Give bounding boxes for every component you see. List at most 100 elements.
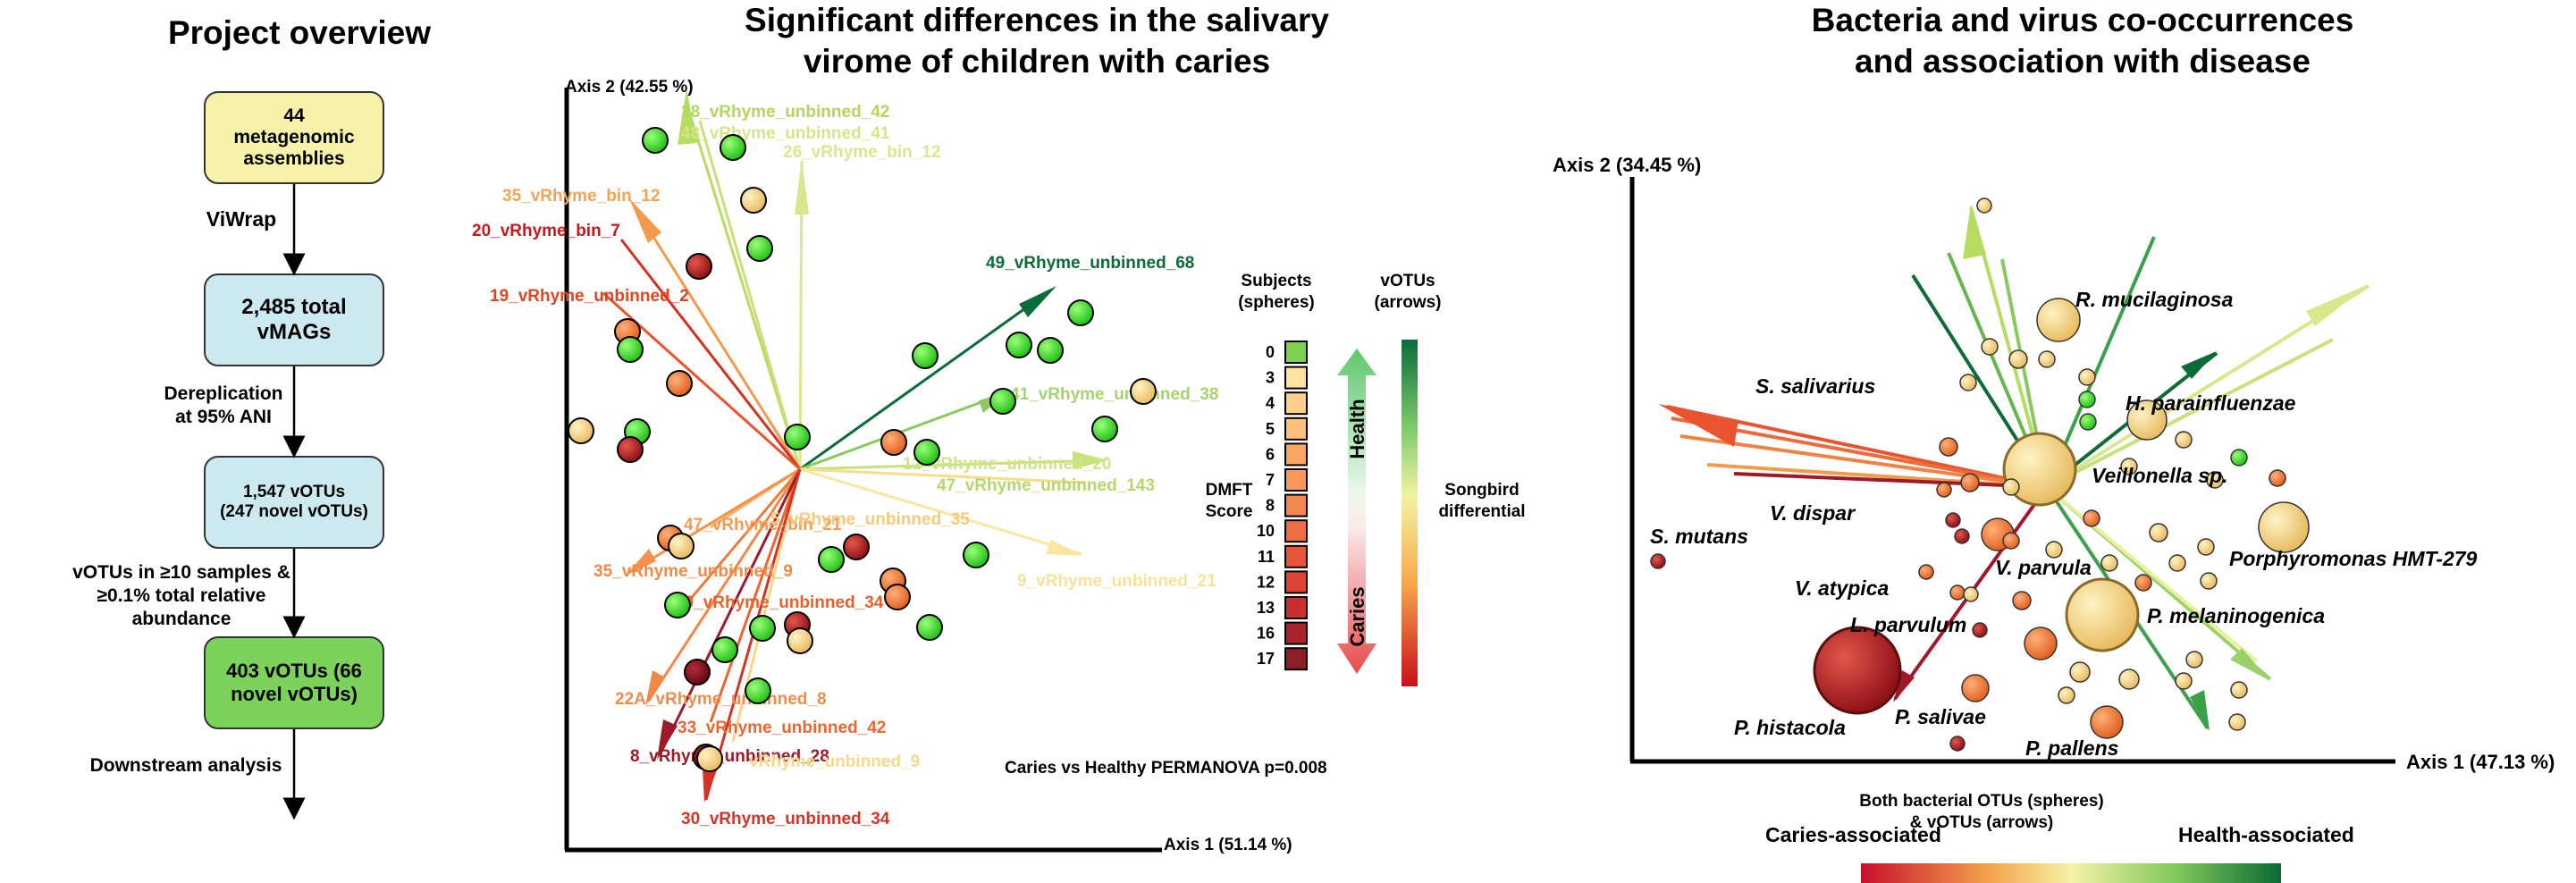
dmft-score-label: 12 (1257, 573, 1275, 591)
label-30-34: 30_vRhyme_unbinned_34 (681, 810, 890, 828)
otu-sphere (2168, 554, 2186, 572)
otu-sphere (1959, 374, 1977, 391)
subject-sphere (843, 534, 870, 560)
otu-sphere (2065, 577, 2140, 652)
subject-sphere (664, 592, 691, 618)
otu-sphere (1954, 528, 1970, 544)
species-p-melaninogenica: P. melaninogenica (2147, 604, 2325, 627)
vector-head (2181, 351, 2217, 379)
label-41-38: 41_vRhyme_unbinned_38 (1010, 385, 1218, 404)
subject-sphere (642, 127, 669, 154)
vector-22a-8 (646, 468, 802, 702)
species-r-mucilaginosa: R. mucilaginosa (2075, 288, 2234, 311)
otu-sphere (2230, 681, 2248, 699)
virome-title: Significant differences in the salivary … (679, 0, 1394, 82)
dmft-swatch (1284, 341, 1308, 364)
vector-30-34-head (703, 769, 717, 803)
vector-49-68 (799, 289, 1051, 471)
dmft-score-label: 16 (1257, 625, 1275, 643)
subject-sphere (684, 659, 711, 685)
label-48-41: 48_vRhyme_unbinned_41 (681, 124, 890, 143)
otu-sphere (1960, 473, 1980, 492)
legend-dmft-line1: DMFT (1206, 481, 1253, 500)
pca2-axis2-label: Axis 2 (34.45 %) (1553, 154, 1701, 176)
subject-sphere (989, 388, 1016, 415)
otu-sphere (1976, 198, 1992, 214)
vector-35-12-head (629, 198, 661, 243)
legend-songbird-line1: Songbird (1444, 481, 1519, 500)
health-associated-label: Health-associated (2178, 823, 2354, 846)
flow-box-votus: 1,547 vOTUs (247 novel vOTUs) (204, 456, 384, 549)
label-26-12: 26_vRhyme_bin_12 (783, 143, 940, 162)
otu-sphere (2078, 368, 2096, 386)
otu-sphere (1981, 338, 1999, 356)
otu-sphere (2069, 661, 2091, 683)
flow-step-viwrap: ViWrap (206, 207, 277, 231)
pca1-legend: Subjects (spheres) vOTUs (arrows) DMFT S… (1206, 272, 1526, 686)
species-v-parvula: V. parvula (1995, 556, 2092, 579)
pca2-axis1-label: Axis 1 (47.13 %) (2406, 751, 2555, 773)
flow-step-dereplication: Dereplication at 95% ANI (143, 383, 304, 429)
flow-box-votus-line1: 1,547 vOTUs (242, 483, 346, 501)
label-40-34: 40_vRhyme_unbinned_34 (675, 593, 884, 612)
otu-sphere (2230, 449, 2248, 467)
dmft-swatch (1284, 442, 1308, 467)
legend-subjects-line1: Subjects (1241, 272, 1311, 290)
subject-sphere (745, 677, 771, 704)
legend-caries-label: Caries (1346, 586, 1368, 646)
vector-35-9 (629, 467, 801, 574)
otu-sphere (2090, 705, 2124, 739)
subject-sphere (749, 615, 776, 642)
virome-title-line1: Significant differences in the salivary (745, 2, 1329, 38)
otu-sphere (2206, 471, 2224, 489)
dmft-swatch (1284, 391, 1308, 416)
vector-head (2190, 690, 2210, 731)
flow-step-filter-line1: vOTUs in ≥10 samples & (72, 562, 290, 583)
vector-26-12-head (795, 159, 809, 214)
label-unb-9: vRhyme_unbinned_9 (749, 753, 920, 771)
otu-sphere (2149, 523, 2168, 542)
flow-step-dereplication-line2: at 95% ANI (175, 407, 272, 427)
flow-step-filter: vOTUs in ≥10 samples & ≥0.1% total relat… (52, 561, 311, 631)
subject-sphere (913, 439, 940, 466)
otu-sphere (2258, 501, 2310, 553)
otu-sphere (2197, 538, 2215, 556)
otu-sphere (1961, 674, 1990, 702)
pca1-subjects (568, 127, 1157, 772)
label-12-20: 12_vRhyme_unbinned_20 (903, 455, 1111, 474)
species-s-mutans: S. mutans (1650, 525, 1748, 548)
vector-9-21-head (1046, 540, 1083, 556)
flow-step-dereplication-line1: Dereplication (164, 383, 283, 404)
species-p-pallens: P. pallens (2025, 736, 2118, 760)
otu-sphere (1949, 736, 1966, 752)
otu-sphere (2100, 554, 2118, 572)
health-caries-arrow (1337, 349, 1376, 674)
vector (2045, 485, 2259, 663)
vector-unb-9 (731, 468, 802, 743)
dmft-score-label: 10 (1257, 522, 1275, 540)
label-8-28: 8_vRhyme_unbinned_28 (630, 747, 829, 766)
subject-sphere (1130, 378, 1157, 405)
pca1-axis2-label: Axis 2 (42.55 %) (565, 78, 694, 97)
otu-sphere (2079, 413, 2097, 431)
subject-sphere (746, 235, 773, 262)
dmft-score-label: 11 (1258, 548, 1275, 566)
label-9-21: 9_vRhyme_unbinned_21 (1017, 572, 1216, 591)
vector-48-41 (698, 120, 802, 470)
vector-22a-8-head (645, 670, 665, 706)
otu-sphere (1918, 564, 1934, 580)
vector-12-20 (799, 458, 1105, 471)
vector-head (1963, 204, 1986, 259)
flow-box-final-votus: 403 vOTUs (66 novel vOTUs) (204, 636, 384, 729)
subject-sphere (686, 253, 712, 280)
subject-sphere (617, 336, 644, 363)
vector-47-143 (799, 467, 1087, 484)
flow-box-final-votus-label: 403 vOTUs (66 novel vOTUs) (226, 660, 362, 705)
subject-sphere (916, 614, 943, 641)
subject-sphere (818, 546, 845, 573)
association-colorbar (1861, 863, 2281, 883)
legend-songbird-line2: differential (1438, 502, 1525, 521)
vector-head (2306, 284, 2369, 326)
species-v-atypica: V. atypica (1795, 576, 1889, 600)
dmft-score-label: 3 (1266, 369, 1275, 387)
